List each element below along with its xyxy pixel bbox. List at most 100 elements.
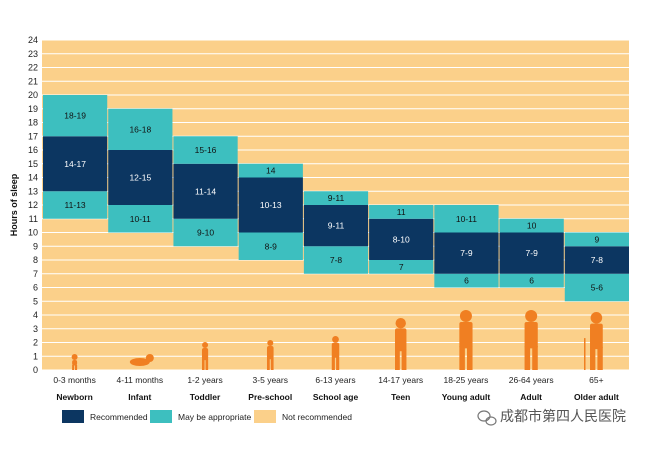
y-tick-label: 3 bbox=[33, 324, 38, 334]
figure-leg bbox=[597, 346, 603, 370]
bar-group: 10-11 12-15 16-18 bbox=[108, 108, 173, 233]
category-name-label: School age bbox=[313, 392, 359, 402]
age-range-label: 26-64 years bbox=[509, 375, 554, 385]
y-tick-label: 12 bbox=[28, 200, 38, 210]
toddler-icon bbox=[201, 342, 209, 370]
bar-lower-appropriate-label: 9-10 bbox=[197, 228, 214, 238]
adult-icon bbox=[524, 310, 538, 370]
bar-lower-appropriate bbox=[564, 273, 629, 302]
y-axis-label: Hours of sleep bbox=[9, 173, 19, 236]
figure-leg bbox=[401, 349, 407, 370]
bar-recommended-label: 10-13 bbox=[260, 200, 282, 210]
figure-head bbox=[459, 310, 472, 322]
bar-recommended bbox=[369, 218, 434, 260]
bar-lower-appropriate bbox=[303, 246, 369, 274]
figure-torso bbox=[459, 322, 473, 349]
figure-leg bbox=[75, 365, 78, 370]
y-tick-label: 8 bbox=[33, 255, 38, 265]
category-name-label: Young adult bbox=[442, 392, 491, 402]
bar-lower-appropriate-label: 8-9 bbox=[265, 241, 278, 251]
bar-upper-appropriate bbox=[108, 108, 173, 150]
bar-upper-appropriate bbox=[564, 232, 629, 247]
y-tick-label: 4 bbox=[33, 310, 38, 320]
y-tick-label: 1 bbox=[33, 351, 38, 361]
y-tick-label: 10 bbox=[28, 228, 38, 238]
baby-icon bbox=[71, 354, 78, 370]
bar-recommended-label: 11-14 bbox=[195, 186, 216, 196]
bar-lower-appropriate-label: 7-8 bbox=[330, 255, 343, 265]
bar-upper-appropriate bbox=[434, 205, 499, 233]
figure-leg bbox=[590, 346, 596, 370]
bar-lower-appropriate bbox=[173, 218, 238, 247]
y-tick-label: 11 bbox=[29, 214, 38, 224]
figure-head bbox=[267, 340, 274, 346]
y-tick-label: 7 bbox=[33, 269, 38, 279]
bar-group: 11-13 14-17 18-19 bbox=[43, 95, 108, 219]
bar-upper-appropriate bbox=[173, 136, 238, 164]
figure-body bbox=[129, 358, 150, 366]
bar-recommended-label: 14-17 bbox=[64, 159, 86, 169]
bar-upper-appropriate-label: 9-11 bbox=[328, 193, 345, 203]
older-adult-icon bbox=[584, 312, 603, 370]
bar-recommended bbox=[43, 136, 108, 192]
y-tick-label: 23 bbox=[28, 49, 38, 59]
bar-upper-appropriate-label: 11 bbox=[397, 207, 406, 217]
figure-head bbox=[145, 354, 154, 362]
bar-recommended bbox=[564, 246, 629, 274]
bar-lower-appropriate-label: 11-13 bbox=[65, 200, 86, 210]
bar-upper-appropriate bbox=[238, 163, 303, 178]
y-tick-label: 14 bbox=[28, 173, 38, 183]
figure-cane bbox=[584, 338, 586, 370]
figure-torso bbox=[395, 328, 407, 352]
category-name-label: Adult bbox=[520, 392, 542, 402]
bar-recommended bbox=[238, 177, 303, 233]
y-tick-label: 16 bbox=[28, 145, 38, 155]
figure-leg bbox=[205, 359, 209, 370]
y-tick-label: 22 bbox=[28, 63, 38, 73]
figure-torso bbox=[72, 360, 78, 366]
crawling-baby-icon bbox=[129, 354, 154, 366]
bar-recommended bbox=[173, 163, 238, 219]
y-tick-label: 19 bbox=[28, 104, 38, 114]
legend-swatch bbox=[150, 410, 172, 423]
figure-leg bbox=[266, 358, 270, 370]
figure-head bbox=[590, 312, 603, 324]
bar-recommended bbox=[499, 232, 564, 274]
bar-lower-appropriate-label: 6 bbox=[464, 276, 469, 286]
figure-leg bbox=[331, 356, 335, 370]
bar-upper-appropriate-label: 9 bbox=[595, 234, 600, 244]
figures bbox=[71, 310, 603, 370]
bar-recommended bbox=[434, 232, 499, 274]
bar-lower-appropriate-label: 5-6 bbox=[591, 283, 604, 293]
category-name-label: Newborn bbox=[56, 392, 92, 402]
y-tick-label: 6 bbox=[33, 283, 38, 293]
age-range-label: 0-3 months bbox=[53, 375, 96, 385]
legend-label: Recommended bbox=[90, 412, 148, 422]
bar-lower-appropriate bbox=[369, 260, 434, 274]
y-tick-label: 9 bbox=[33, 241, 38, 251]
y-tick-label: 18 bbox=[28, 118, 38, 128]
figure-torso bbox=[266, 346, 274, 360]
bar-group: 9-10 11-14 15-16 bbox=[173, 136, 238, 247]
figure-leg bbox=[395, 349, 400, 370]
bar-recommended-label: 12-15 bbox=[129, 173, 151, 183]
age-range-label: 65+ bbox=[589, 375, 603, 385]
category-name-label: Teen bbox=[391, 392, 410, 402]
age-range-label: 6-13 years bbox=[315, 375, 355, 385]
y-tick-label: 20 bbox=[28, 90, 38, 100]
legend-swatch bbox=[62, 410, 84, 423]
teen-icon bbox=[395, 318, 407, 370]
y-tick-label: 24 bbox=[28, 35, 38, 45]
legend-label: May be appropriate bbox=[178, 412, 252, 422]
bar-lower-appropriate bbox=[238, 232, 303, 260]
bar-recommended-label: 8-10 bbox=[393, 234, 410, 244]
figure-head bbox=[332, 336, 339, 343]
age-range-label: 18-25 years bbox=[443, 375, 488, 385]
figure-head bbox=[525, 310, 538, 322]
bar-group: 6 7-9 10 bbox=[499, 218, 564, 288]
age-range-label: 4-11 months bbox=[117, 375, 164, 385]
y-tick-label: 13 bbox=[28, 186, 38, 196]
figure-leg bbox=[524, 346, 531, 370]
